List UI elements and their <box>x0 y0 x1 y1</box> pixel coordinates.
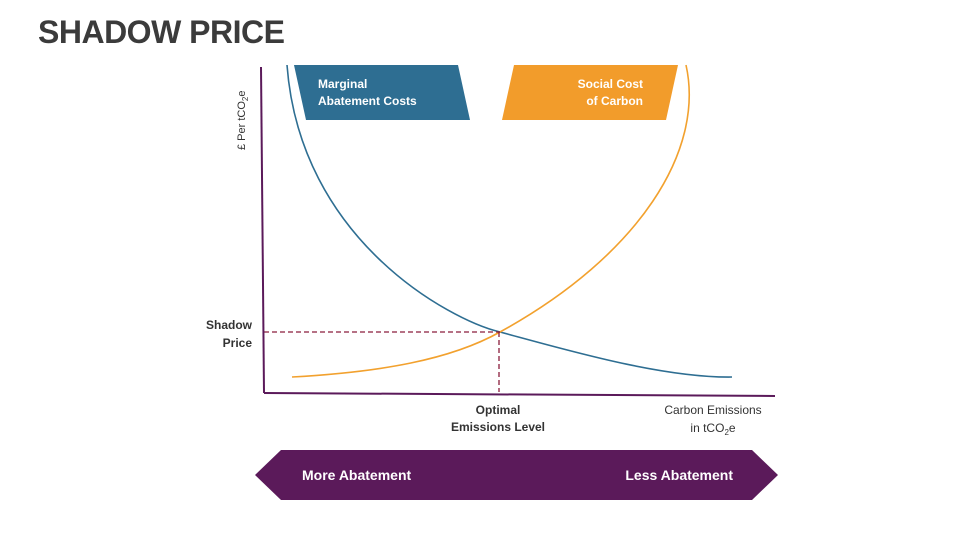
mac-curve <box>286 64 733 378</box>
x-axis <box>263 392 776 397</box>
page-title: SHADOW PRICE <box>38 14 285 50</box>
more-abatement-label: More Abatement <box>302 467 412 483</box>
y-axis <box>260 66 265 394</box>
scc-legend-label-line1: Social Cost <box>578 77 643 91</box>
mac-legend-label-line2: Abatement Costs <box>318 94 417 108</box>
scc-legend-box <box>502 65 678 120</box>
x-axis-label-line1: Carbon Emissions <box>664 403 761 417</box>
optimal-label-line2: Emissions Level <box>451 420 545 434</box>
y-axis-label: £ Per tCO2e <box>236 91 250 150</box>
x-axis-label-line2: in tCO2e <box>690 421 735 437</box>
mac-legend-label-line1: Marginal <box>318 77 367 91</box>
mac-legend-box <box>294 65 470 120</box>
optimal-label-line1: Optimal <box>476 403 521 417</box>
shadow-price-label-line2: Price <box>223 336 253 350</box>
scc-legend-label-line2: of Carbon <box>586 94 643 108</box>
abatement-arrow-bar <box>255 450 778 500</box>
less-abatement-label: Less Abatement <box>625 467 733 483</box>
shadow-price-label-line1: Shadow <box>206 318 253 332</box>
scc-curve <box>291 64 690 378</box>
